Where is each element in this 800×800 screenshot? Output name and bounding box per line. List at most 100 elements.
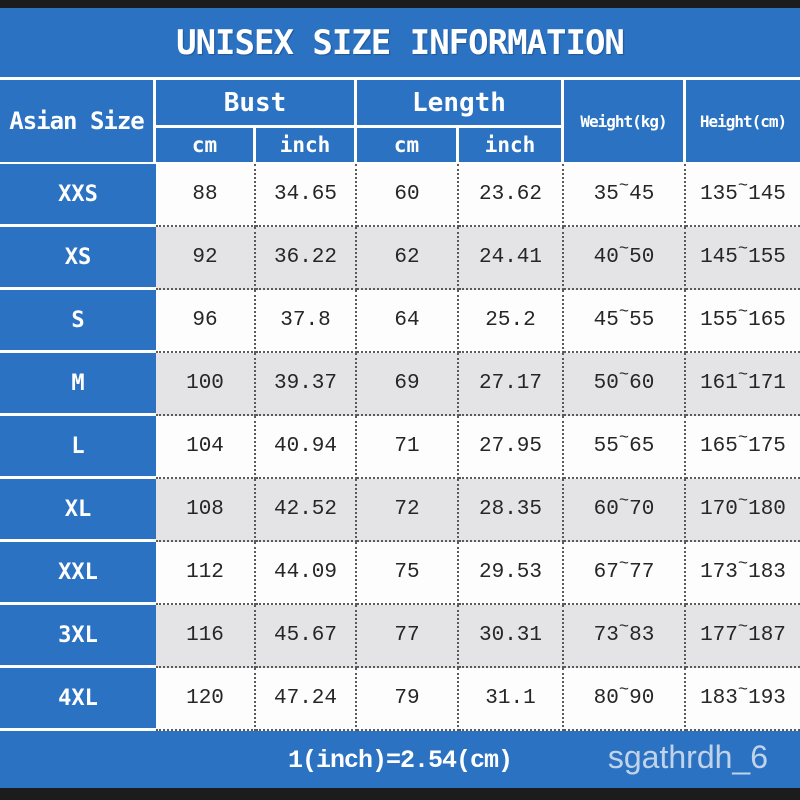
- height-range-cell: 161 ~ 171: [686, 353, 800, 416]
- size-label: 3XL: [0, 605, 156, 668]
- size-label: XS: [0, 227, 156, 290]
- bust-inch-cell: 40.94: [256, 416, 357, 479]
- footer-bar: 1(inch)=2.54(cm) sgathrdh_6: [0, 733, 800, 788]
- table-row: M 100 39.37 69 27.17 50 ~ 60 161 ~ 171: [0, 353, 800, 416]
- height-max: 183: [748, 561, 786, 584]
- tilde-glyph: ~: [737, 681, 749, 700]
- weight-min: 55: [593, 435, 619, 458]
- length-inch-cell: 31.1: [459, 668, 564, 731]
- weight-range-cell: 73 ~ 83: [564, 605, 686, 668]
- tilde-glyph: ~: [618, 303, 630, 322]
- column-header-asian-size: Asian Size: [0, 80, 156, 162]
- bust-inch-cell: 39.37: [256, 353, 357, 416]
- height-max: 187: [748, 624, 786, 647]
- height-min: 177: [700, 624, 738, 647]
- length-cm-cell: 75: [357, 542, 459, 605]
- height-min: 170: [700, 498, 738, 521]
- weight-range-cell: 55 ~ 65: [564, 416, 686, 479]
- height-range-cell: 170 ~ 180: [686, 479, 800, 542]
- subheader-bust-cm: cm: [156, 128, 256, 162]
- bust-inch-cell: 36.22: [256, 227, 357, 290]
- bust-cm-cell: 104: [156, 416, 256, 479]
- column-header-length: Length: [357, 80, 564, 128]
- tilde-glyph: ~: [618, 555, 630, 574]
- height-min: 173: [700, 561, 738, 584]
- size-label: XL: [0, 479, 156, 542]
- size-label: 4XL: [0, 668, 156, 731]
- bottom-black-bar: [0, 788, 800, 800]
- bust-cm-cell: 108: [156, 479, 256, 542]
- weight-min: 60: [593, 498, 619, 521]
- weight-min: 50: [593, 372, 619, 395]
- length-cm-cell: 77: [357, 605, 459, 668]
- weight-range-cell: 80 ~ 90: [564, 668, 686, 731]
- weight-min: 40: [593, 246, 619, 269]
- weight-max: 65: [629, 435, 655, 458]
- table-row: XXL 112 44.09 75 29.53 67 ~ 77 173 ~ 183: [0, 542, 800, 605]
- title-bar: UNISEX SIZE INFORMATION: [0, 8, 800, 77]
- weight-max: 70: [629, 498, 655, 521]
- length-inch-cell: 27.95: [459, 416, 564, 479]
- length-inch-cell: 28.35: [459, 479, 564, 542]
- size-label: S: [0, 290, 156, 353]
- height-max: 193: [748, 687, 786, 710]
- tilde-glyph: ~: [737, 492, 749, 511]
- column-header-weight: Weight(kg): [564, 80, 686, 162]
- weight-max: 90: [629, 687, 655, 710]
- bust-cm-cell: 96: [156, 290, 256, 353]
- tilde-glyph: ~: [737, 618, 749, 637]
- length-inch-cell: 24.41: [459, 227, 564, 290]
- bust-cm-cell: 88: [156, 164, 256, 227]
- bust-inch-cell: 37.8: [256, 290, 357, 353]
- weight-range-cell: 35 ~ 45: [564, 164, 686, 227]
- bust-cm-cell: 116: [156, 605, 256, 668]
- length-cm-cell: 62: [357, 227, 459, 290]
- table-row: XXS 88 34.65 60 23.62 35 ~ 45 135 ~ 145: [0, 164, 800, 227]
- height-range-cell: 165 ~ 175: [686, 416, 800, 479]
- bust-inch-cell: 44.09: [256, 542, 357, 605]
- weight-range-cell: 40 ~ 50: [564, 227, 686, 290]
- subheader-length-cm: cm: [357, 128, 459, 162]
- length-cm-cell: 69: [357, 353, 459, 416]
- tilde-glyph: ~: [737, 303, 749, 322]
- tilde-glyph: ~: [618, 492, 630, 511]
- length-cm-cell: 64: [357, 290, 459, 353]
- size-label: XXL: [0, 542, 156, 605]
- bust-inch-cell: 42.52: [256, 479, 357, 542]
- tilde-glyph: ~: [737, 177, 749, 196]
- tilde-glyph: ~: [618, 429, 630, 448]
- height-range-cell: 183 ~ 193: [686, 668, 800, 731]
- height-range-cell: 145 ~ 155: [686, 227, 800, 290]
- length-cm-cell: 60: [357, 164, 459, 227]
- bust-inch-cell: 45.67: [256, 605, 357, 668]
- weight-min: 67: [593, 561, 619, 584]
- top-black-bar: [0, 0, 800, 8]
- table-row: 3XL 116 45.67 77 30.31 73 ~ 83 177 ~ 187: [0, 605, 800, 668]
- height-range-cell: 155 ~ 165: [686, 290, 800, 353]
- height-min: 183: [700, 687, 738, 710]
- length-cm-cell: 72: [357, 479, 459, 542]
- table-header: Asian Size Bust Length Weight(kg) Height…: [0, 77, 800, 164]
- bust-cm-cell: 92: [156, 227, 256, 290]
- height-min: 135: [700, 183, 738, 206]
- length-inch-cell: 30.31: [459, 605, 564, 668]
- bust-inch-cell: 47.24: [256, 668, 357, 731]
- length-inch-cell: 25.2: [459, 290, 564, 353]
- length-inch-cell: 29.53: [459, 542, 564, 605]
- weight-range-cell: 45 ~ 55: [564, 290, 686, 353]
- weight-max: 60: [629, 372, 655, 395]
- height-range-cell: 177 ~ 187: [686, 605, 800, 668]
- subheader-bust-inch: inch: [256, 128, 357, 162]
- tilde-glyph: ~: [737, 240, 749, 259]
- length-cm-cell: 71: [357, 416, 459, 479]
- size-label: M: [0, 353, 156, 416]
- weight-min: 45: [593, 309, 619, 332]
- weight-max: 45: [629, 183, 655, 206]
- weight-min: 35: [593, 183, 619, 206]
- height-range-cell: 135 ~ 145: [686, 164, 800, 227]
- table-row: 4XL 120 47.24 79 31.1 80 ~ 90 183 ~ 193: [0, 668, 800, 731]
- bust-cm-cell: 112: [156, 542, 256, 605]
- weight-range-cell: 50 ~ 60: [564, 353, 686, 416]
- column-header-height: Height(cm): [699, 111, 787, 131]
- weight-max: 83: [629, 624, 655, 647]
